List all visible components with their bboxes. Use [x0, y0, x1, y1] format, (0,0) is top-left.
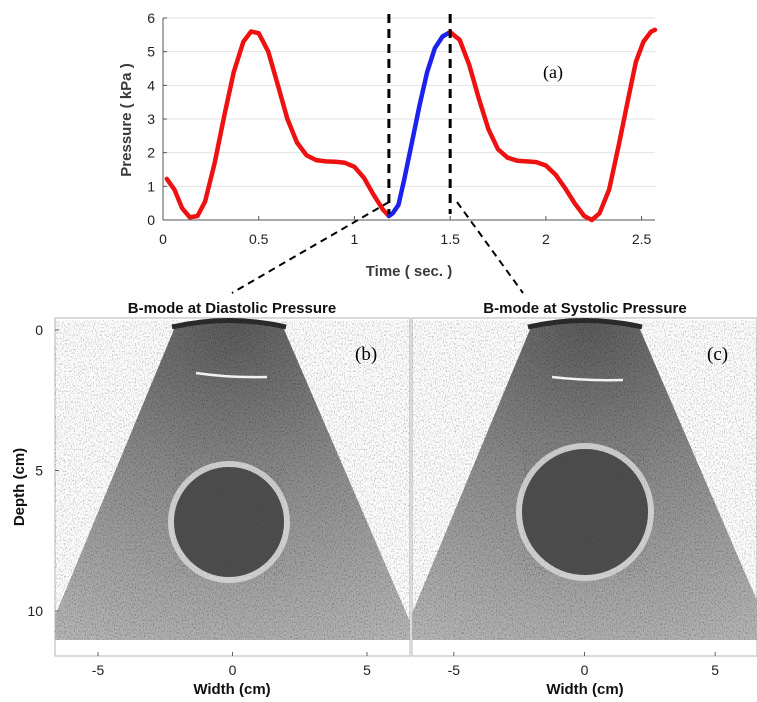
y-tick-label: 2: [147, 145, 155, 161]
width-tick-labels: -5 0 5: [92, 652, 371, 678]
fascia-echo: [551, 375, 624, 382]
panel-label-a: (a): [543, 62, 563, 83]
x-axis-label: Time ( sec. ): [366, 263, 452, 280]
width-tick-label: 0: [229, 662, 237, 678]
x-tick-label: 2: [542, 231, 550, 247]
transducer-surface: [527, 318, 643, 330]
width-tick-label: -5: [448, 662, 461, 678]
x-tick-label: 1.5: [440, 231, 460, 247]
chart-gridlines: [163, 17, 655, 221]
lesion-rim: [516, 443, 654, 581]
bmode-image: [55, 318, 410, 640]
series-line-3: [447, 27, 658, 223]
x-tick-label: 0.5: [249, 231, 269, 247]
y-tick-label: 5: [147, 44, 155, 60]
y-tick-label: 0: [147, 212, 155, 228]
x-tick-label: 0: [159, 231, 167, 247]
bmode-diastolic-panel: B-mode at Diastolic Pressure (b) 0 5 10 -5…: [11, 300, 411, 698]
y-tick-label: 6: [147, 10, 155, 26]
y-tick-label: 1: [147, 178, 155, 194]
leader-line-systolic: [456, 201, 524, 294]
width-tick-labels: -5 0 5: [448, 652, 719, 678]
bmode-systolic-panel: B-mode at Systolic Pressure (c) -5 0 5 Wid…: [411, 300, 757, 698]
y-tick-label: 3: [147, 111, 155, 127]
lesion-rim: [168, 461, 290, 583]
leader-line-diastolic: [231, 201, 390, 294]
width-tick-label: -5: [92, 662, 105, 678]
depth-tick-label: 0: [35, 322, 43, 338]
depth-tick-label: 5: [35, 463, 43, 479]
depth-tick-label: 10: [27, 603, 43, 619]
bmode-systolic-title: B-mode at Systolic Pressure: [483, 300, 686, 317]
bmode-diastolic-title: B-mode at Diastolic Pressure: [128, 300, 336, 317]
bmode-image: [412, 318, 757, 640]
fascia-echo: [195, 371, 268, 379]
pressure-series: [164, 27, 658, 223]
depth-axis-label: Depth (cm): [11, 448, 28, 526]
width-tick-label: 0: [581, 662, 589, 678]
width-tick-label: 5: [363, 662, 371, 678]
width-axis-label-b: Width (cm): [193, 681, 270, 698]
series-line-1: [164, 29, 392, 220]
series-line-2: [386, 29, 453, 219]
width-tick-label: 5: [711, 662, 719, 678]
time-markers: [387, 14, 452, 214]
width-axis-label-c: Width (cm): [546, 681, 623, 698]
lesion-texture: [522, 449, 648, 575]
depth-tick-labels: 0 5 10: [27, 322, 59, 619]
pressure-chart: 0 1 2 3 4 5 6 0 0.5 1 1.5 2 2.5 Pressure ( kPa ) Ti…: [118, 10, 658, 280]
x-tick-label: 1: [351, 231, 359, 247]
panel-label-b: (b): [355, 344, 377, 365]
transducer-surface: [171, 318, 287, 330]
lesion-texture: [174, 467, 284, 577]
y-tick-label: 4: [147, 77, 155, 93]
y-tick-labels: 0 1 2 3 4 5 6: [147, 10, 167, 228]
x-tick-label: 2.5: [632, 231, 652, 247]
panel-label-c: (c): [707, 344, 728, 365]
x-tick-labels: 0 0.5 1 1.5 2 2.5: [159, 216, 652, 247]
y-axis-label: Pressure ( kPa ): [118, 63, 135, 176]
